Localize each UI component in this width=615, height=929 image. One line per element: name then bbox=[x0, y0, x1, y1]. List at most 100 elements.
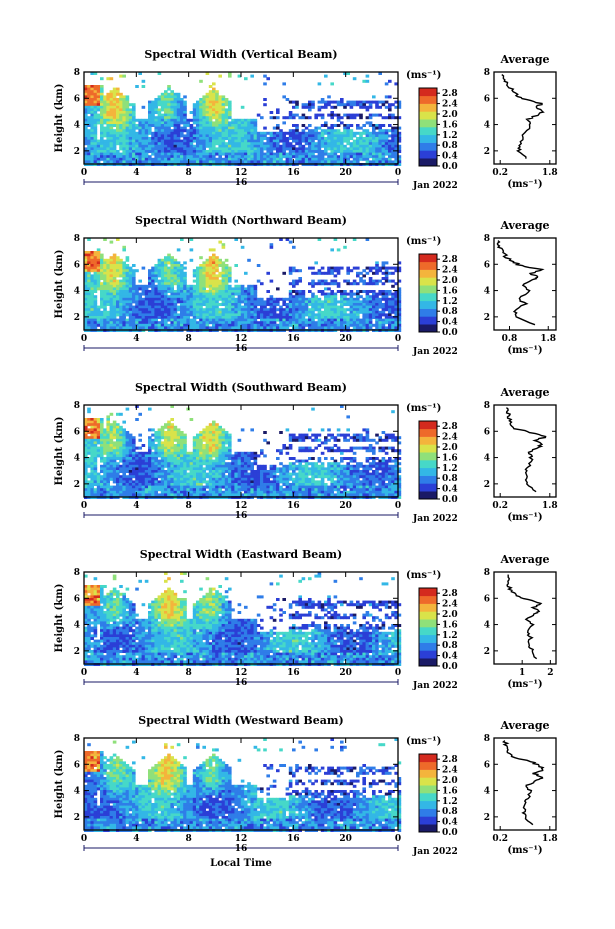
heatmap-cell bbox=[144, 129, 149, 133]
heatmap-cell bbox=[96, 116, 101, 120]
heatmap-cell bbox=[151, 295, 155, 299]
heatmap-cell bbox=[135, 326, 139, 330]
heatmap-cell bbox=[336, 137, 341, 140]
heatmap-cell bbox=[224, 264, 229, 267]
heatmap-cell bbox=[128, 292, 133, 296]
heatmap-cell bbox=[276, 300, 280, 304]
heatmap-cell bbox=[381, 264, 386, 267]
heatmap-cell bbox=[308, 323, 312, 327]
heatmap-cell bbox=[154, 433, 158, 437]
heatmap-cell bbox=[157, 266, 162, 270]
heatmap-cell bbox=[362, 144, 366, 148]
heatmap-cell bbox=[391, 326, 395, 330]
heatmap-cell bbox=[272, 147, 277, 151]
heatmap-cell bbox=[298, 323, 302, 327]
heatmap-cell bbox=[285, 310, 290, 314]
heatmap-cell bbox=[221, 134, 226, 138]
heatmap-cell bbox=[352, 147, 357, 151]
heatmap-cell bbox=[164, 105, 168, 109]
heatmap-cell bbox=[100, 418, 104, 421]
heatmap-cell bbox=[90, 144, 94, 148]
x-tick-label: 16 bbox=[287, 168, 300, 178]
heatmap-cell bbox=[256, 137, 261, 140]
heatmap-cell bbox=[314, 316, 318, 319]
heatmap-cell bbox=[151, 300, 155, 304]
heatmap-cell bbox=[391, 295, 395, 299]
heatmap-cell bbox=[234, 147, 238, 151]
heatmap-cell bbox=[112, 428, 117, 432]
heatmap-cell bbox=[125, 124, 130, 127]
heatmap-cell bbox=[212, 321, 216, 325]
heatmap-cell bbox=[103, 483, 107, 486]
heatmap-cell bbox=[352, 100, 357, 104]
heatmap-cell bbox=[180, 303, 184, 306]
heatmap-cell bbox=[192, 121, 197, 125]
heatmap-cell bbox=[164, 308, 168, 312]
heatmap-cell bbox=[208, 126, 213, 130]
heatmap-cell bbox=[164, 303, 168, 306]
heatmap-cell bbox=[90, 118, 94, 122]
heatmap-cell bbox=[154, 310, 158, 314]
heatmap-cell bbox=[292, 310, 296, 314]
heatmap-cell bbox=[122, 470, 126, 473]
heatmap-cell bbox=[237, 318, 242, 322]
heatmap-cell bbox=[352, 310, 357, 314]
heatmap-cell bbox=[221, 287, 226, 291]
heatmap-cell bbox=[260, 134, 264, 138]
heatmap-cell bbox=[218, 118, 222, 122]
heatmap-cell bbox=[90, 303, 94, 306]
heatmap-cell bbox=[218, 318, 222, 322]
heatmap-cell bbox=[84, 483, 88, 486]
heatmap-cell bbox=[346, 300, 350, 304]
heatmap-cell bbox=[215, 95, 219, 99]
heatmap-cell bbox=[103, 129, 107, 133]
heatmap-cell bbox=[333, 316, 338, 319]
heatmap-cell bbox=[394, 269, 398, 273]
heatmap-cell bbox=[253, 295, 258, 299]
heatmap-cell bbox=[397, 100, 402, 104]
heatmap-cell bbox=[327, 310, 331, 314]
heatmap-cell bbox=[304, 131, 309, 135]
heatmap-cell bbox=[311, 100, 315, 104]
heatmap-cell bbox=[106, 116, 110, 120]
heatmap-cell bbox=[100, 118, 104, 122]
heatmap-cell bbox=[125, 152, 130, 156]
heatmap-cell bbox=[109, 457, 114, 460]
heatmap-cell bbox=[378, 144, 382, 148]
heatmap-cell bbox=[362, 100, 366, 104]
heatmap-cell bbox=[266, 300, 270, 304]
heatmap-cell bbox=[199, 126, 203, 130]
heatmap-cell bbox=[381, 326, 386, 330]
heatmap-cell bbox=[106, 266, 110, 270]
heatmap-cell bbox=[170, 297, 174, 301]
heatmap-cell bbox=[381, 323, 386, 327]
heatmap-cell bbox=[135, 134, 139, 138]
heatmap-cell bbox=[343, 157, 347, 161]
heatmap-cell bbox=[84, 326, 88, 330]
heatmap-cell bbox=[212, 139, 216, 143]
heatmap-cell bbox=[250, 318, 254, 322]
heatmap-cell bbox=[224, 142, 229, 146]
heatmap-cell bbox=[192, 137, 197, 140]
heatmap-cell bbox=[109, 310, 114, 314]
heatmap-cell bbox=[148, 472, 152, 476]
heatmap-cell bbox=[375, 295, 379, 299]
heatmap-cell bbox=[103, 475, 107, 479]
heatmap-cell bbox=[160, 282, 165, 286]
heatmap-cell bbox=[324, 139, 328, 143]
heatmap-cell bbox=[279, 139, 283, 143]
heatmap-cell bbox=[135, 308, 139, 312]
heatmap-cell bbox=[93, 129, 98, 133]
heatmap-cell bbox=[205, 95, 210, 99]
heatmap-cell bbox=[228, 308, 232, 312]
heatmap-cell bbox=[208, 95, 213, 99]
heatmap-cell bbox=[128, 475, 133, 479]
heatmap-cell bbox=[244, 126, 248, 130]
heatmap-cell bbox=[189, 323, 194, 327]
heatmap-cell bbox=[365, 150, 370, 153]
heatmap-cell bbox=[237, 284, 242, 288]
heatmap-cell bbox=[116, 269, 120, 273]
heatmap-cell bbox=[173, 131, 178, 135]
heatmap-cell bbox=[362, 282, 366, 286]
heatmap-cell bbox=[356, 126, 360, 130]
